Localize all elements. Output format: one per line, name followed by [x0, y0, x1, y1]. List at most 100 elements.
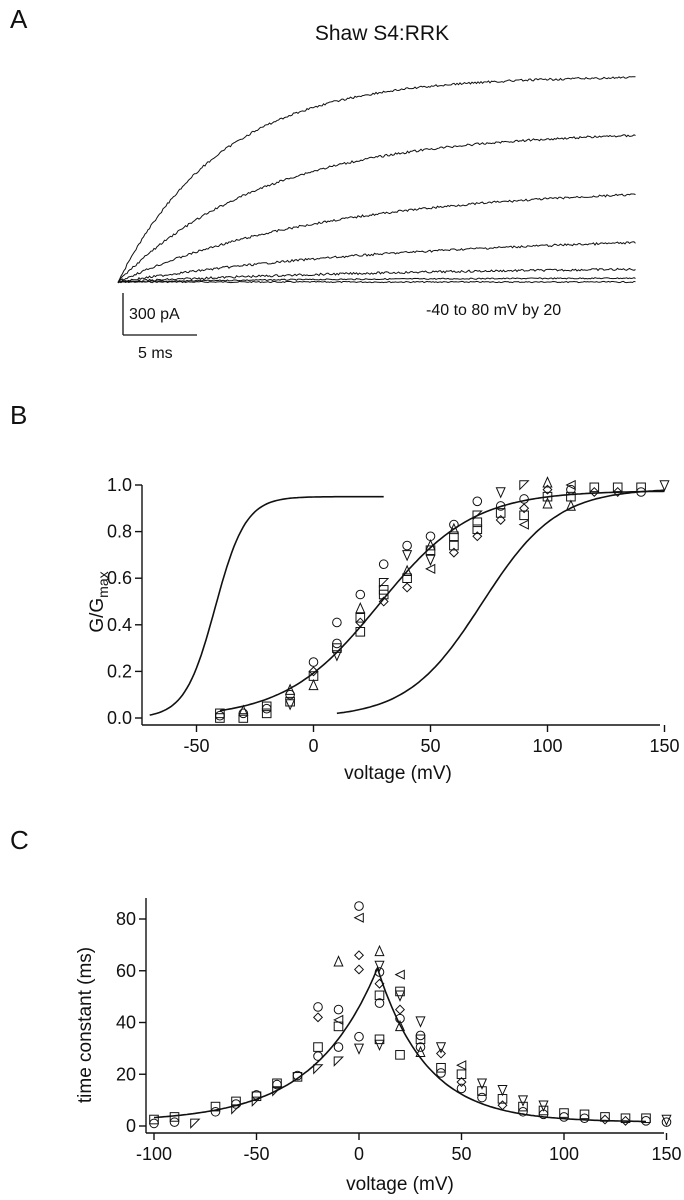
- panel-c-x-tick-label: -50: [243, 1144, 269, 1164]
- data-point-circle: [308, 657, 319, 667]
- data-point-diamond: [394, 1004, 406, 1015]
- data-point-square: [472, 524, 483, 535]
- panel-label-b: B: [10, 400, 28, 430]
- data-point-diamond: [378, 596, 389, 607]
- data-point-flag: [378, 578, 390, 589]
- data-point-square: [378, 585, 389, 595]
- data-point-diamond: [308, 666, 319, 677]
- panel-c-ylabel: time constant (ms): [75, 947, 96, 1103]
- data-point-square: [477, 1086, 487, 1096]
- data-point-circle: [313, 1051, 323, 1061]
- data-point-square: [285, 696, 295, 707]
- data-point-triangle-right: [190, 1118, 201, 1129]
- data-point-triangle: [415, 1045, 426, 1058]
- panel-b-conductance-voltage: -50 0 50 100 150 0.0 0.2 0.4 0.6 0.8 1.0 voltage (…: [87, 475, 680, 784]
- panel-b-y-tick-label: 0.6: [107, 568, 132, 588]
- data-point-triangle-left: [565, 479, 576, 491]
- data-point-circle: [332, 638, 342, 649]
- panel-c-y-tick-label: 80: [116, 909, 136, 929]
- data-point-diamond: [448, 547, 459, 558]
- data-point-diamond: [312, 1012, 324, 1023]
- data-point-triangle: [285, 683, 296, 695]
- data-point-circle: [354, 901, 364, 911]
- data-point-triangle: [394, 1019, 406, 1032]
- panel-b-curves: [149, 489, 665, 716]
- data-point-triangle-down: [538, 1100, 549, 1112]
- data-point-triangle-left: [425, 563, 436, 574]
- data-point-triangle-down: [425, 554, 436, 567]
- data-point-triangle-right: [333, 1056, 345, 1067]
- data-point-circle: [313, 1002, 323, 1012]
- data-point-circle: [333, 1042, 344, 1052]
- data-point-square: [210, 1101, 221, 1112]
- data-point-diamond: [374, 978, 385, 989]
- data-point-triangle-down: [374, 960, 385, 973]
- panel-a-title: Shaw S4:RRK: [315, 22, 449, 45]
- data-point-circle: [415, 1042, 426, 1052]
- data-point-diamond: [497, 1100, 508, 1111]
- panel-b-x-tick-label: 150: [649, 736, 679, 756]
- current-trace: [117, 277, 636, 283]
- panel-c-y-tick-label: 40: [116, 1013, 136, 1033]
- data-point-triangle: [374, 944, 385, 957]
- panel-b-points: [215, 476, 670, 723]
- data-point-square: [395, 1050, 405, 1060]
- data-point-diamond: [435, 1048, 447, 1059]
- data-point-diamond: [353, 964, 365, 975]
- data-point-triangle-down: [331, 650, 342, 662]
- panel-b-ylabel-main: G/G: [87, 598, 108, 633]
- data-point-diamond: [542, 484, 553, 495]
- data-point-circle: [449, 519, 459, 530]
- panel-b-y-tick-label: 0.8: [107, 522, 132, 542]
- data-point-square: [495, 508, 506, 518]
- data-point-circle: [374, 998, 385, 1008]
- panel-b-y-tick-label: 0.4: [107, 615, 132, 635]
- data-point-diamond: [472, 531, 483, 542]
- data-point-square: [415, 1034, 426, 1045]
- panel-label-c: C: [10, 825, 29, 855]
- data-point-triangle-right: [251, 1096, 263, 1107]
- data-point-triangle-down: [285, 699, 296, 711]
- data-point-circle: [292, 1070, 303, 1081]
- data-point-square: [566, 491, 576, 502]
- current-trace: [117, 134, 636, 284]
- data-point-circle: [210, 1106, 221, 1117]
- data-point-triangle: [308, 678, 319, 691]
- data-point-circle: [374, 967, 385, 977]
- data-point-square: [374, 990, 385, 1001]
- panel-b-y-tick-label: 0.0: [107, 708, 132, 728]
- data-point-triangle-left: [456, 1060, 467, 1071]
- data-point-square: [169, 1112, 180, 1122]
- data-point-triangle-right: [313, 1064, 324, 1075]
- data-point-circle: [518, 1106, 528, 1117]
- data-point-circle: [238, 708, 249, 719]
- current-trace: [117, 241, 636, 283]
- current-trace: [117, 280, 636, 284]
- data-point-circle: [169, 1117, 180, 1127]
- data-point-square: [542, 491, 553, 502]
- data-point-triangle: [355, 601, 366, 614]
- panel-b-xlabel: voltage (mV): [344, 763, 452, 784]
- data-point-flag: [519, 480, 530, 491]
- data-point-square: [600, 1112, 610, 1122]
- data-point-square: [355, 613, 366, 623]
- data-point-diamond: [355, 617, 366, 628]
- panel-c-y-tick-label: 0: [126, 1116, 136, 1136]
- scale-bar-time-label: 5 ms: [138, 345, 173, 362]
- current-trace: [117, 267, 636, 284]
- data-point-triangle-right: [272, 1086, 283, 1097]
- data-point-square: [313, 1042, 323, 1052]
- data-point-triangle-left: [518, 519, 529, 530]
- data-point-square: [402, 573, 412, 584]
- data-point-circle: [436, 1068, 446, 1078]
- current-trace: [117, 193, 636, 284]
- data-point-triangle-down: [659, 480, 670, 492]
- data-point-triangle: [542, 497, 553, 509]
- panel-b-x-tick-label: -50: [183, 736, 209, 756]
- data-point-triangle-down: [374, 1039, 385, 1052]
- data-point-triangle-down: [497, 1084, 508, 1097]
- data-point-triangle-down: [661, 1114, 672, 1127]
- data-point-square: [215, 708, 225, 719]
- data-point-circle: [519, 494, 529, 504]
- data-point-square: [374, 1034, 385, 1045]
